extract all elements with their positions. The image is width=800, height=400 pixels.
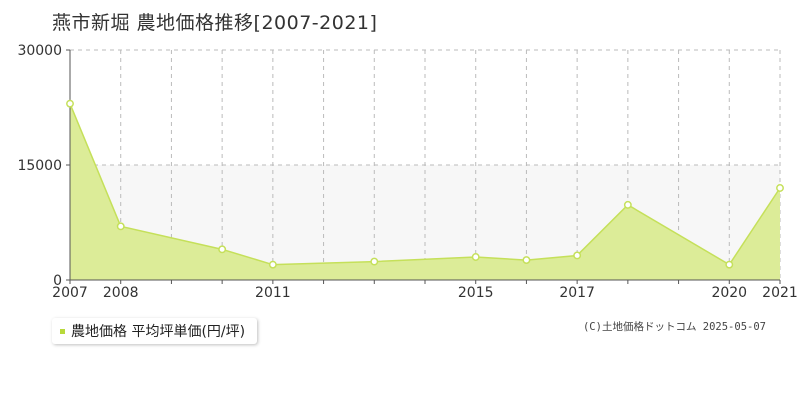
data-point bbox=[268, 260, 277, 269]
data-point bbox=[116, 222, 125, 231]
data-point bbox=[218, 245, 227, 254]
data-point bbox=[623, 200, 632, 209]
x-tick-label: 2017 bbox=[559, 285, 595, 301]
legend: 農地価格 平均坪単価(円/坪) bbox=[52, 318, 258, 344]
data-point bbox=[66, 99, 74, 108]
chart-title: 燕市新堀 農地価格推移[2007-2021] bbox=[52, 12, 378, 34]
data-point bbox=[725, 260, 734, 269]
data-point bbox=[522, 256, 531, 265]
x-tick-label: 2015 bbox=[458, 285, 494, 301]
x-tick-label: 2008 bbox=[103, 285, 139, 301]
data-point bbox=[471, 253, 480, 261]
copyright: (C)土地価格ドットコム 2025-05-07 bbox=[582, 321, 766, 333]
data-point bbox=[573, 251, 582, 260]
series-area bbox=[70, 103, 780, 281]
x-tick-label: 2011 bbox=[255, 285, 291, 301]
data-point bbox=[776, 184, 784, 192]
x-tick-label: 2007 bbox=[52, 285, 88, 301]
y-tick-label: 30000 bbox=[17, 43, 62, 59]
y-tick-label: 0 bbox=[53, 273, 62, 289]
y-tick-label: 15000 bbox=[17, 158, 62, 174]
x-tick-label: 2020 bbox=[711, 285, 747, 301]
legend-label: 農地価格 平均坪単価(円/坪) bbox=[71, 324, 246, 340]
data-point bbox=[370, 257, 379, 266]
x-tick-label: 2021 bbox=[762, 285, 798, 301]
legend-swatch bbox=[60, 328, 65, 334]
